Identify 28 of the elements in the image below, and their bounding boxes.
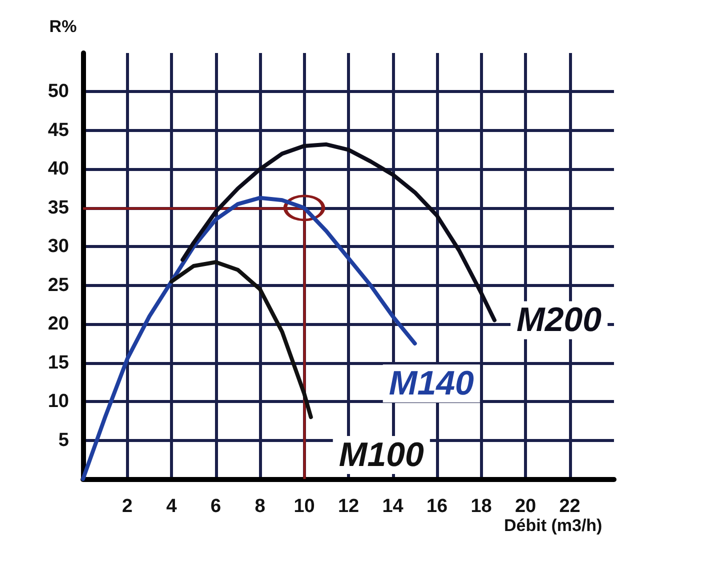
line-series (180, 142, 497, 322)
y-tick-label: 25 (48, 274, 70, 296)
x-tick-label: 4 (166, 496, 178, 517)
series-label: M140 (388, 364, 474, 402)
x-axis-title: Débit (m3/h) (504, 516, 602, 535)
y-axis-title: R% (49, 17, 77, 36)
series-label: M200 (516, 301, 602, 340)
x-tick-label: 16 (426, 496, 448, 517)
y-tick-label: 50 (48, 81, 69, 102)
x-tick-label: 14 (382, 496, 404, 517)
y-tick-label: 15 (48, 352, 70, 374)
x-tick-label: 10 (294, 496, 315, 517)
x-tick-label: 6 (210, 496, 222, 517)
x-tick-label: 20 (514, 496, 536, 517)
line-series (170, 260, 313, 420)
series-label: M100 (338, 436, 424, 474)
x-tick-label: 18 (470, 496, 492, 517)
y-tick-label: 45 (48, 120, 70, 141)
y-tick-label: 20 (48, 314, 69, 335)
x-tick-label: 8 (254, 496, 266, 517)
x-tick-label: 22 (559, 496, 580, 517)
x-tick-label: 2 (122, 496, 133, 517)
y-tick-label: 40 (48, 158, 69, 180)
y-tick-label: 35 (48, 197, 70, 218)
y-tick-label: 30 (48, 236, 69, 258)
x-tick-label: 12 (338, 496, 360, 517)
y-tick-label: 5 (58, 430, 70, 451)
y-tick-label: 10 (48, 391, 69, 412)
